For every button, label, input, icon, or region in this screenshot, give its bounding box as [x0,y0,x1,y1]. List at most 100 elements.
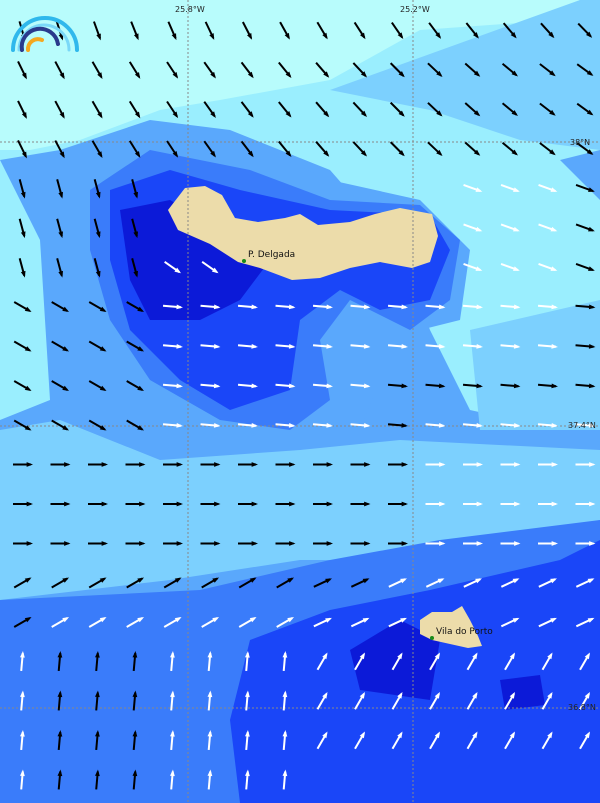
wave-arrow [464,141,481,156]
wave-arrow [276,617,295,628]
wave-arrow [128,61,141,79]
wave-arrow [200,344,221,349]
wave-arrow [575,501,596,507]
wave-arrow [204,21,215,40]
wave-arrow [125,541,146,546]
wave-arrow [350,541,371,546]
wave-arrow [131,258,139,278]
wave-arrow [51,577,70,589]
wave-arrow [237,304,258,310]
wave-arrow [500,183,520,193]
wave-arrow [93,21,101,41]
wave-arrow [238,462,258,467]
wave-arrow [313,617,332,628]
wave-arrow [316,652,328,671]
wave-arrow [20,690,25,711]
wave-arrow [577,22,593,38]
wave-arrow [391,691,403,710]
wave-arrow [20,769,25,790]
wave-arrow [350,501,371,507]
wave-arrow [240,101,254,118]
wave-arrow [238,541,258,546]
wave-arrow [538,501,558,507]
wave-arrow [312,304,333,310]
wave-arrow [167,21,177,41]
wave-arrow [575,262,595,272]
wave-arrow [354,731,365,750]
wave-arrow [166,100,179,119]
wave-arrow [203,140,216,158]
wave-arrow [170,730,175,751]
wave-arrow [312,423,333,428]
wave-arrow [18,218,26,239]
wave-arrow [126,617,145,628]
wave-arrow [51,301,70,312]
wave-arrow [17,100,27,119]
wave-arrow [425,344,446,349]
wave-arrow [93,218,101,239]
wave-arrow [504,652,515,671]
wave-arrow [353,21,366,40]
wave-arrow [238,501,258,507]
city-label-p-delgada[interactable]: P. Delgada [248,250,296,260]
wave-arrow [275,383,296,389]
wave-arrow [538,183,558,193]
wave-arrow [200,383,221,389]
wave-arrow [162,423,183,428]
wave-arrow [51,419,70,431]
wave-arrow [502,22,517,39]
wave-arrow [275,501,296,507]
wave-arrow [387,344,408,349]
wave-arrow [240,61,254,79]
wave-arrow [162,304,183,310]
wave-arrow [88,501,108,507]
wave-arrow [200,462,221,467]
wave-arrow [50,462,71,467]
wave-arrow [162,344,183,349]
wave-arrow [13,501,33,507]
wave-arrow [354,691,365,710]
wave-arrow [313,462,333,467]
wave-arrow [350,578,370,588]
wave-arrow [88,617,107,628]
wave-arrow [350,617,370,628]
wave-arrow [88,340,107,352]
wave-arrow [541,731,553,750]
wave-arrow [17,60,27,80]
longitude-label: 25.8°W [175,5,205,14]
wave-arrow [500,344,521,349]
wave-arrow [575,578,595,588]
wave-arrow [56,258,64,278]
wave-arrow [18,258,26,278]
wave-arrow [537,344,558,349]
wave-arrow [463,541,483,546]
wave-arrow [427,102,443,117]
wave-arrow [275,423,296,428]
wave-arrow [201,261,219,274]
wave-arrow [51,380,70,391]
wave-arrow [538,223,558,232]
wave-arrow [93,258,101,278]
longitude-label: 25.2°W [400,5,430,14]
wave-arrow [20,730,25,751]
wave-arrow [88,419,107,431]
wave-arrow [126,577,145,589]
wave-arrow [462,344,483,349]
city-label-vila-do-porto[interactable]: Vila do Porto [436,627,493,637]
wave-arrow [575,183,595,193]
wave-arrow [13,462,33,467]
wave-arrow [312,383,333,389]
contour-level3 [0,0,600,600]
wave-arrow [13,419,32,431]
wave-arrow [500,383,521,389]
wave-arrow [389,141,405,157]
wave-arrow [88,301,107,312]
wave-arrow [576,102,594,116]
wave-arrow [464,62,481,77]
wave-arrow [163,617,182,628]
wave-arrow [391,22,404,40]
wave-arrow [463,501,483,507]
wave-arrow [425,462,446,467]
wave-arrow [131,218,139,239]
